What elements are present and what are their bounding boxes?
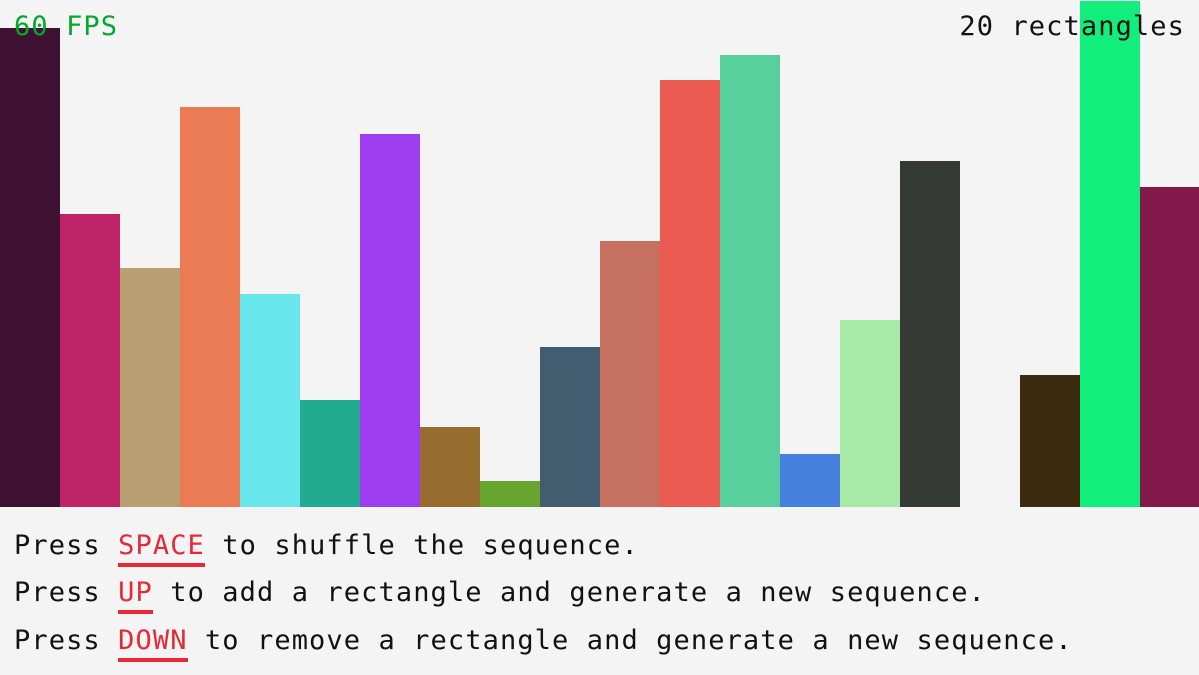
instruction-prefix: Press xyxy=(14,577,119,608)
sequence-bar xyxy=(60,214,120,507)
instruction-add: Press UP to add a rectangle and generate… xyxy=(14,577,986,614)
sequence-bar xyxy=(120,268,180,507)
rectangle-count: 20 rectangles xyxy=(959,11,1185,42)
sequence-bar xyxy=(1020,375,1080,507)
instruction-prefix: Press xyxy=(14,625,119,656)
instruction-suffix: to shuffle the sequence. xyxy=(204,530,639,561)
sequence-bar xyxy=(420,427,480,507)
sequence-bar xyxy=(720,55,780,507)
key-up: UP xyxy=(118,577,153,614)
sequence-bar xyxy=(0,28,60,507)
sequence-bar xyxy=(240,294,300,507)
sequence-bar xyxy=(840,320,900,507)
sequence-bar xyxy=(480,481,540,507)
sequence-bar xyxy=(600,241,660,507)
sequence-bar xyxy=(300,400,360,507)
instruction-remove: Press DOWN to remove a rectangle and gen… xyxy=(14,625,1073,662)
instruction-suffix: to remove a rectangle and generate a new… xyxy=(187,625,1073,656)
sequence-bar xyxy=(180,107,240,507)
key-down: DOWN xyxy=(118,625,188,662)
sequence-bar xyxy=(900,161,960,507)
sequence-bar xyxy=(1140,187,1199,507)
instruction-shuffle: Press SPACE to shuffle the sequence. xyxy=(14,530,639,567)
instruction-prefix: Press xyxy=(14,530,119,561)
sequence-bar xyxy=(540,347,600,507)
instruction-suffix: to add a rectangle and generate a new se… xyxy=(152,577,986,608)
fps-counter: 60 FPS xyxy=(14,11,119,42)
sequence-bar xyxy=(1080,1,1140,507)
sequence-bar xyxy=(360,134,420,507)
sequence-bar xyxy=(660,80,720,507)
key-space: SPACE xyxy=(118,530,205,567)
sequence-bars xyxy=(0,1,1199,507)
sequence-bar xyxy=(780,454,840,507)
